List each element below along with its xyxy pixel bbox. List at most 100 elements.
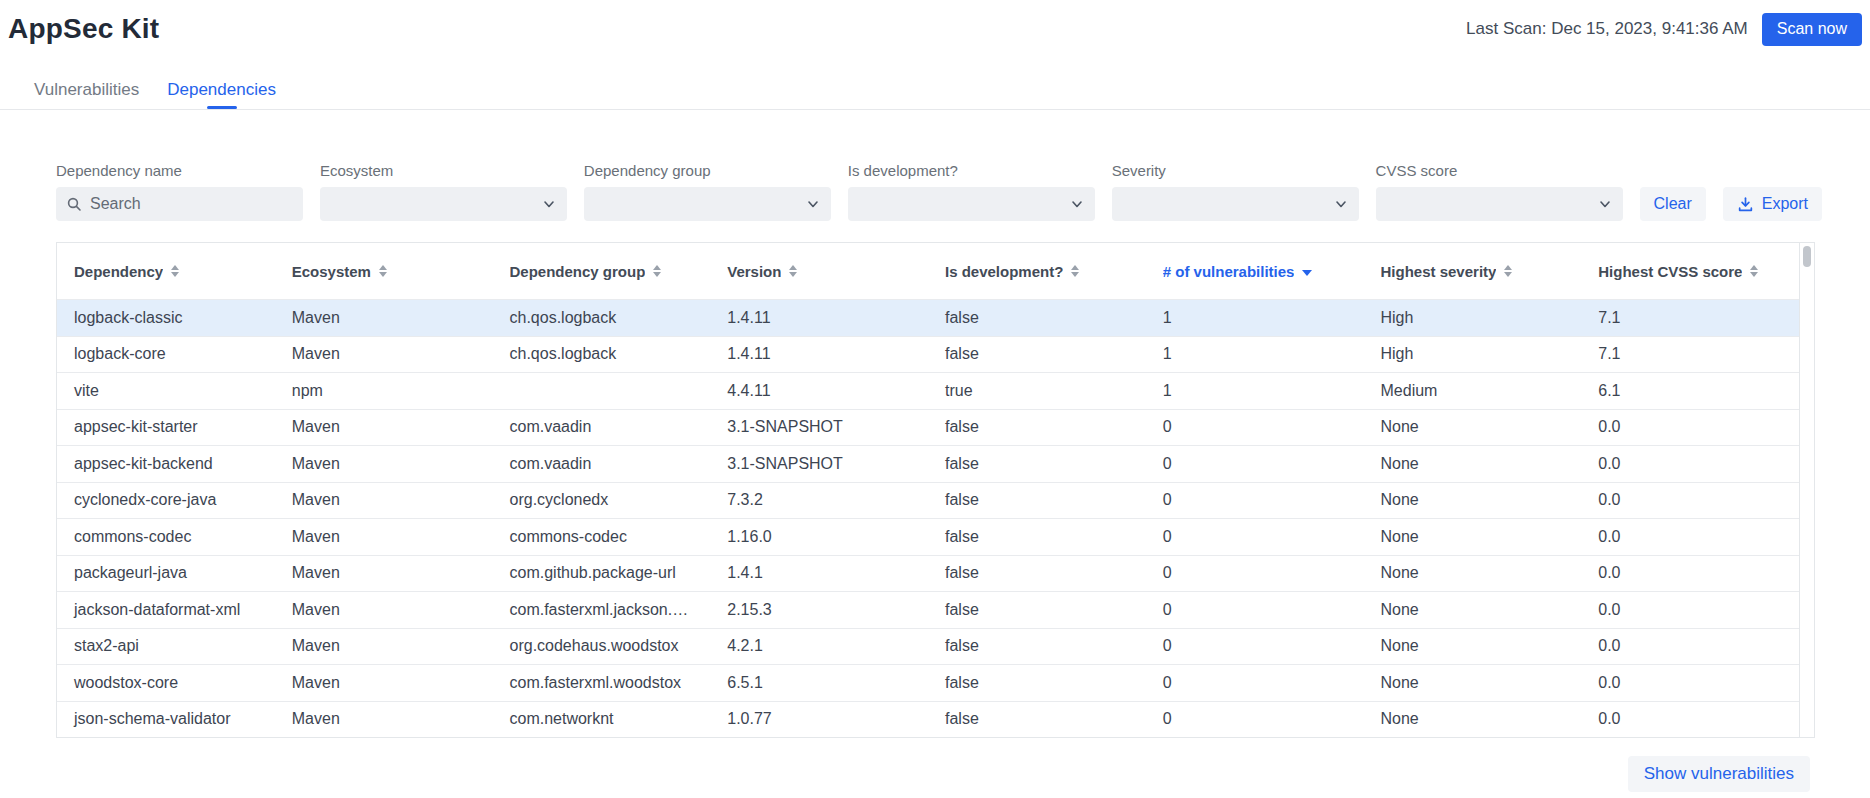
cell-num-vulnerabilities: 1 [1146, 345, 1364, 363]
sort-icon [789, 265, 797, 277]
cell-highest-cvss-score: 7.1 [1581, 345, 1799, 363]
cell-num-vulnerabilities: 1 [1146, 309, 1364, 327]
cell-is-development: false [928, 637, 1146, 655]
tab-vulnerabilities[interactable]: Vulnerabilities [28, 70, 145, 109]
table-row[interactable]: appsec-kit-starterMavencom.vaadin3.1-SNA… [57, 409, 1799, 446]
filter-dependency-name: Dependency name [56, 162, 303, 221]
clear-filters-button[interactable]: Clear [1640, 187, 1706, 221]
export-button[interactable]: Export [1723, 187, 1822, 221]
header-actions: Last Scan: Dec 15, 2023, 9:41:36 AM Scan… [1466, 13, 1862, 46]
search-icon [66, 196, 82, 212]
cell-dependency-group: commons-codec [493, 528, 711, 546]
cell-dependency-group: com.networknt [493, 710, 711, 728]
column-label: Highest CVSS score [1598, 263, 1742, 280]
table-row[interactable]: woodstox-coreMavencom.fasterxml.woodstox… [57, 664, 1799, 701]
cell-dependency: woodstox-core [57, 674, 275, 692]
column-header-highest-severity[interactable]: Highest severity [1364, 263, 1582, 280]
column-header-dependency[interactable]: Dependency [57, 263, 275, 280]
table-row[interactable]: json-schema-validatorMavencom.networknt1… [57, 701, 1799, 738]
cell-num-vulnerabilities: 0 [1146, 491, 1364, 509]
cell-dependency-group: com.fasterxml.jackson.dataformat [493, 601, 711, 619]
cell-ecosystem: Maven [275, 309, 493, 327]
filter-label: Is development? [848, 162, 1095, 179]
cell-version: 3.1-SNAPSHOT [710, 418, 928, 436]
cell-ecosystem: npm [275, 382, 493, 400]
cell-dependency: logback-classic [57, 309, 275, 327]
cell-num-vulnerabilities: 0 [1146, 564, 1364, 582]
chevron-down-icon [1333, 196, 1349, 212]
filter-label: Dependency group [584, 162, 831, 179]
filter-bar: Dependency name Ecosystem Dependency gro… [0, 110, 1870, 221]
grid-content: Dependency EcosystemDependency groupVersi… [57, 243, 1799, 737]
cell-is-development: false [928, 491, 1146, 509]
table-row[interactable]: packageurl-javaMavencom.github.package-u… [57, 555, 1799, 592]
cell-highest-cvss-score: 0.0 [1581, 710, 1799, 728]
table-row[interactable]: logback-coreMavench.qos.logback1.4.11fal… [57, 336, 1799, 373]
show-vulnerabilities-button[interactable]: Show vulnerabilities [1628, 756, 1810, 792]
vertical-scrollbar[interactable] [1799, 243, 1814, 737]
app-header: AppSec Kit Last Scan: Dec 15, 2023, 9:41… [0, 0, 1870, 46]
column-label: Dependency [74, 263, 163, 280]
tab-dependencies[interactable]: Dependencies [161, 70, 282, 109]
cell-is-development: false [928, 418, 1146, 436]
column-header-num-vulnerabilities[interactable]: # of vulnerabilities [1146, 263, 1364, 280]
cell-dependency: appsec-kit-backend [57, 455, 275, 473]
dependency-name-search-input[interactable] [90, 195, 293, 213]
cell-highest-severity: None [1364, 674, 1582, 692]
cell-highest-cvss-score: 0.0 [1581, 491, 1799, 509]
cell-version: 1.4.11 [710, 309, 928, 327]
table-row[interactable]: commons-codecMavencommons-codec1.16.0fal… [57, 518, 1799, 555]
cell-dependency: json-schema-validator [57, 710, 275, 728]
cell-version: 2.15.3 [710, 601, 928, 619]
export-button-label: Export [1762, 195, 1808, 213]
cell-num-vulnerabilities: 0 [1146, 601, 1364, 619]
table-row[interactable]: stax2-apiMavenorg.codehaus.woodstox4.2.1… [57, 628, 1799, 665]
column-header-ecosystem[interactable]: Ecosystem [275, 263, 493, 280]
cell-ecosystem: Maven [275, 455, 493, 473]
sort-icon [1071, 265, 1079, 277]
cell-ecosystem: Maven [275, 528, 493, 546]
table-row[interactable]: vitenpm4.4.11true1Medium6.1 [57, 372, 1799, 409]
cell-highest-severity: None [1364, 418, 1582, 436]
dependencies-grid: Dependency EcosystemDependency groupVersi… [56, 242, 1815, 738]
scrollbar-thumb[interactable] [1803, 246, 1811, 267]
cell-version: 1.4.11 [710, 345, 928, 363]
cell-highest-severity: None [1364, 528, 1582, 546]
filter-is-development: Is development? [848, 162, 1095, 221]
cell-version: 6.5.1 [710, 674, 928, 692]
cell-highest-cvss-score: 0.0 [1581, 564, 1799, 582]
download-icon [1737, 196, 1754, 213]
cell-highest-severity: None [1364, 710, 1582, 728]
table-row[interactable]: cyclonedx-core-javaMavenorg.cyclonedx7.3… [57, 482, 1799, 519]
cell-highest-severity: None [1364, 491, 1582, 509]
cell-dependency-group: ch.qos.logback [493, 345, 711, 363]
scan-now-button[interactable]: Scan now [1762, 13, 1862, 46]
ecosystem-select[interactable] [320, 187, 567, 221]
column-header-is-development[interactable]: Is development? [928, 263, 1146, 280]
cell-dependency: commons-codec [57, 528, 275, 546]
dependency-name-search-field[interactable] [56, 187, 303, 221]
cell-num-vulnerabilities: 0 [1146, 710, 1364, 728]
dependency-group-select[interactable] [584, 187, 831, 221]
column-header-dependency-group[interactable]: Dependency group [493, 263, 711, 280]
filter-severity: Severity [1112, 162, 1359, 221]
cell-num-vulnerabilities: 0 [1146, 528, 1364, 546]
severity-select[interactable] [1112, 187, 1359, 221]
is-development-select[interactable] [848, 187, 1095, 221]
cvss-score-select[interactable] [1376, 187, 1623, 221]
table-row[interactable]: appsec-kit-backendMavencom.vaadin3.1-SNA… [57, 445, 1799, 482]
grid-body: logback-classicMavench.qos.logback1.4.11… [57, 299, 1799, 737]
column-header-version[interactable]: Version [710, 263, 928, 280]
sort-icon [1750, 265, 1758, 277]
cell-is-development: false [928, 674, 1146, 692]
cell-highest-cvss-score: 6.1 [1581, 382, 1799, 400]
cell-num-vulnerabilities: 0 [1146, 674, 1364, 692]
cell-highest-severity: None [1364, 564, 1582, 582]
column-header-highest-cvss-score[interactable]: Highest CVSS score [1581, 263, 1799, 280]
column-label: Is development? [945, 263, 1063, 280]
table-row[interactable]: jackson-dataformat-xmlMavencom.fasterxml… [57, 591, 1799, 628]
table-row[interactable]: logback-classicMavench.qos.logback1.4.11… [57, 299, 1799, 336]
cell-dependency-group: org.cyclonedx [493, 491, 711, 509]
cell-is-development: false [928, 455, 1146, 473]
cell-ecosystem: Maven [275, 637, 493, 655]
